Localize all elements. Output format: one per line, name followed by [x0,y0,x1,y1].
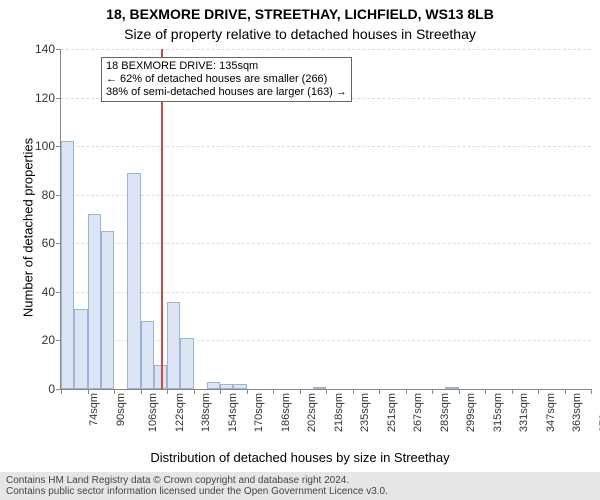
x-tick [591,389,592,394]
bar [167,302,180,389]
x-tick [326,389,327,394]
x-tick [432,389,433,394]
bar [180,338,193,389]
x-tick [220,389,221,394]
bar [127,173,140,389]
plot-area: 02040608010012014074sqm90sqm106sqm122sqm… [60,49,591,390]
y-tick-label: 40 [42,285,55,299]
footer-attribution: Contains HM Land Registry data © Crown c… [0,472,600,500]
x-tick-label: 267sqm [412,393,424,432]
bar [101,231,114,389]
gridline [61,146,591,147]
x-tick [485,389,486,394]
x-tick [61,389,62,394]
annotation-box: 18 BEXMORE DRIVE: 135sqm← 62% of detache… [101,57,352,102]
x-tick-label: 170sqm [253,393,265,432]
x-tick-label: 299sqm [465,393,477,432]
x-axis-label: Distribution of detached houses by size … [0,450,600,465]
x-tick-label: 251sqm [386,393,398,432]
x-tick-label: 138sqm [200,393,212,432]
x-tick-label: 315sqm [492,393,504,432]
page-title-line1: 18, BEXMORE DRIVE, STREETHAY, LICHFIELD,… [0,6,600,22]
x-tick-label: 331sqm [518,393,530,432]
bar [207,382,220,389]
y-tick-label: 0 [48,382,55,396]
x-tick-label: 186sqm [280,393,292,432]
x-tick-label: 283sqm [439,393,451,432]
x-tick [273,389,274,394]
x-tick [194,389,195,394]
bar [141,321,154,389]
y-tick [56,49,61,50]
x-tick [512,389,513,394]
x-tick [247,389,248,394]
bar [445,387,458,389]
y-tick-label: 100 [35,139,55,153]
footer-line2: Contains public sector information licen… [6,486,594,497]
x-tick [88,389,89,394]
x-tick [300,389,301,394]
bar [74,309,87,389]
x-tick-label: 74sqm [88,393,100,426]
gridline [61,292,591,293]
x-tick-label: 235sqm [359,393,371,432]
x-tick-label: 90sqm [115,393,127,426]
annotation-line: ← 62% of detached houses are smaller (26… [106,73,347,86]
gridline [61,49,591,50]
y-axis-label: Number of detached properties [21,78,36,378]
y-tick-label: 120 [35,91,55,105]
x-tick [459,389,460,394]
y-tick-label: 80 [42,188,55,202]
bar [220,384,233,389]
x-tick [353,389,354,394]
bar [88,214,101,389]
annotation-line: 38% of semi-detached houses are larger (… [106,86,347,99]
x-tick [167,389,168,394]
gridline [61,195,591,196]
footer-line1: Contains HM Land Registry data © Crown c… [6,475,594,486]
x-tick-label: 347sqm [545,393,557,432]
gridline [61,243,591,244]
annotation-line: 18 BEXMORE DRIVE: 135sqm [106,60,347,73]
x-tick-label: 202sqm [306,393,318,432]
bar-chart: 02040608010012014074sqm90sqm106sqm122sqm… [60,50,590,390]
page-title-line2: Size of property relative to detached ho… [0,26,600,42]
x-tick-label: 122sqm [174,393,186,432]
x-tick-label: 106sqm [147,393,159,432]
bar [313,387,326,389]
y-tick-label: 60 [42,236,55,250]
y-tick-label: 20 [42,333,55,347]
x-tick [141,389,142,394]
x-tick [406,389,407,394]
x-tick-label: 154sqm [227,393,239,432]
x-tick-label: 363sqm [571,393,583,432]
x-tick [565,389,566,394]
x-tick [114,389,115,394]
x-tick [379,389,380,394]
y-tick [56,98,61,99]
bar [233,384,246,389]
x-tick-label: 218sqm [333,393,345,432]
y-tick-label: 140 [35,42,55,56]
x-tick [538,389,539,394]
bar [61,141,74,389]
